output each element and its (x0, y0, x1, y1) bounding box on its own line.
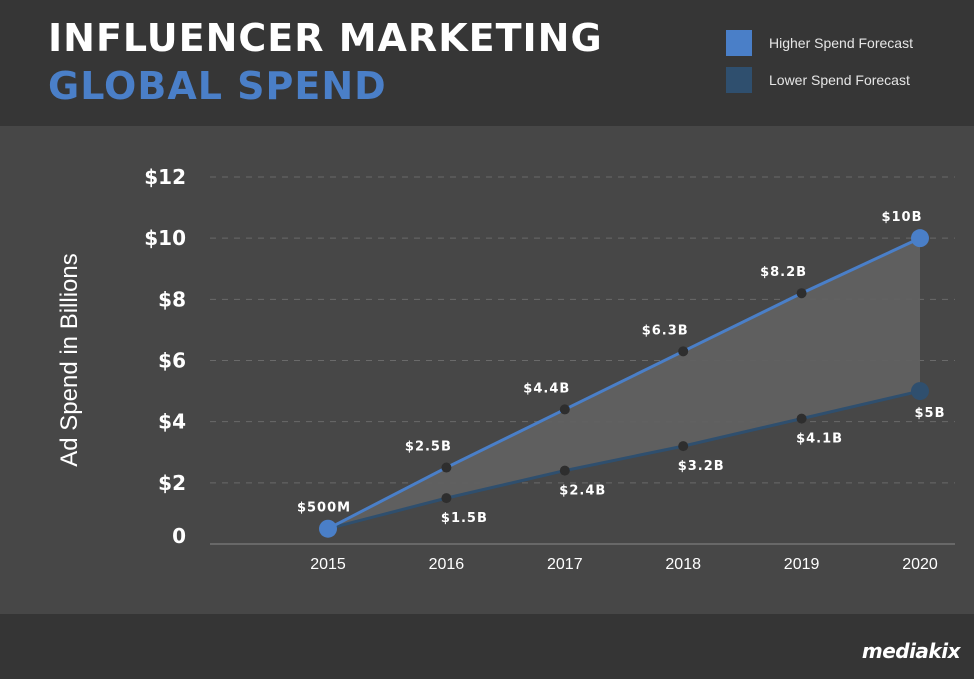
lower-point (796, 413, 807, 424)
y-tick-label: $8 (158, 287, 186, 311)
legend-swatch-lower (726, 67, 752, 93)
higher-point-end (319, 519, 337, 538)
data-label-higher: $8.2B (760, 265, 807, 280)
data-label-lower: $1.5B (441, 511, 488, 526)
higher-point (441, 462, 452, 473)
data-label-higher: $4.4B (523, 381, 570, 396)
data-label-lower: $4.1B (796, 432, 843, 447)
y-tick-label: $10 (144, 226, 186, 250)
data-label-higher: $6.3B (642, 323, 689, 338)
y-tick-label: $6 (158, 349, 186, 373)
lower-point (678, 441, 689, 452)
brand-logo: mediakix (861, 639, 961, 663)
series-line-lower (327, 389, 921, 531)
y-tick-label: 0 (172, 524, 186, 548)
data-label-higher: $10B (881, 210, 922, 225)
data-label-higher: $2.5B (405, 440, 452, 455)
lower-point (559, 465, 570, 476)
title-line-2: GLOBAL SPEND (48, 64, 387, 108)
higher-point-end (911, 229, 929, 248)
x-tick-label: 2019 (784, 556, 820, 573)
higher-point (678, 346, 689, 357)
x-tick-label: 2018 (665, 556, 701, 573)
legend-item-higher: Higher Spend Forecast (726, 30, 913, 56)
title-line-1: INFLUENCER MARKETING (48, 16, 603, 60)
y-tick-label: $2 (158, 471, 186, 495)
footer: mediakix (0, 614, 974, 679)
series-line-higher (327, 236, 921, 531)
y-tick-label: $12 (144, 165, 186, 189)
x-tick-label: 2017 (547, 556, 583, 573)
x-tick-label: 2020 (902, 556, 938, 573)
data-label-lower: $5B (915, 406, 946, 421)
data-label-higher: $500M (297, 501, 351, 516)
data-label-lower: $2.4B (559, 484, 606, 499)
legend-swatch-higher (726, 30, 752, 56)
higher-point (559, 404, 570, 415)
data-label-lower: $3.2B (678, 459, 725, 474)
legend-label-higher: Higher Spend Forecast (769, 35, 913, 51)
x-tick-label: 2015 (310, 556, 346, 573)
lower-point-end (911, 382, 929, 401)
legend-label-lower: Lower Spend Forecast (769, 72, 910, 88)
forecast-range-area (328, 238, 920, 529)
legend-item-lower: Lower Spend Forecast (726, 67, 910, 93)
header: INFLUENCER MARKETING GLOBAL SPEND Higher… (0, 0, 974, 126)
x-tick-label: 2016 (429, 556, 465, 573)
y-tick-label: $4 (158, 410, 186, 434)
higher-point (796, 288, 807, 299)
lower-point (441, 493, 452, 504)
